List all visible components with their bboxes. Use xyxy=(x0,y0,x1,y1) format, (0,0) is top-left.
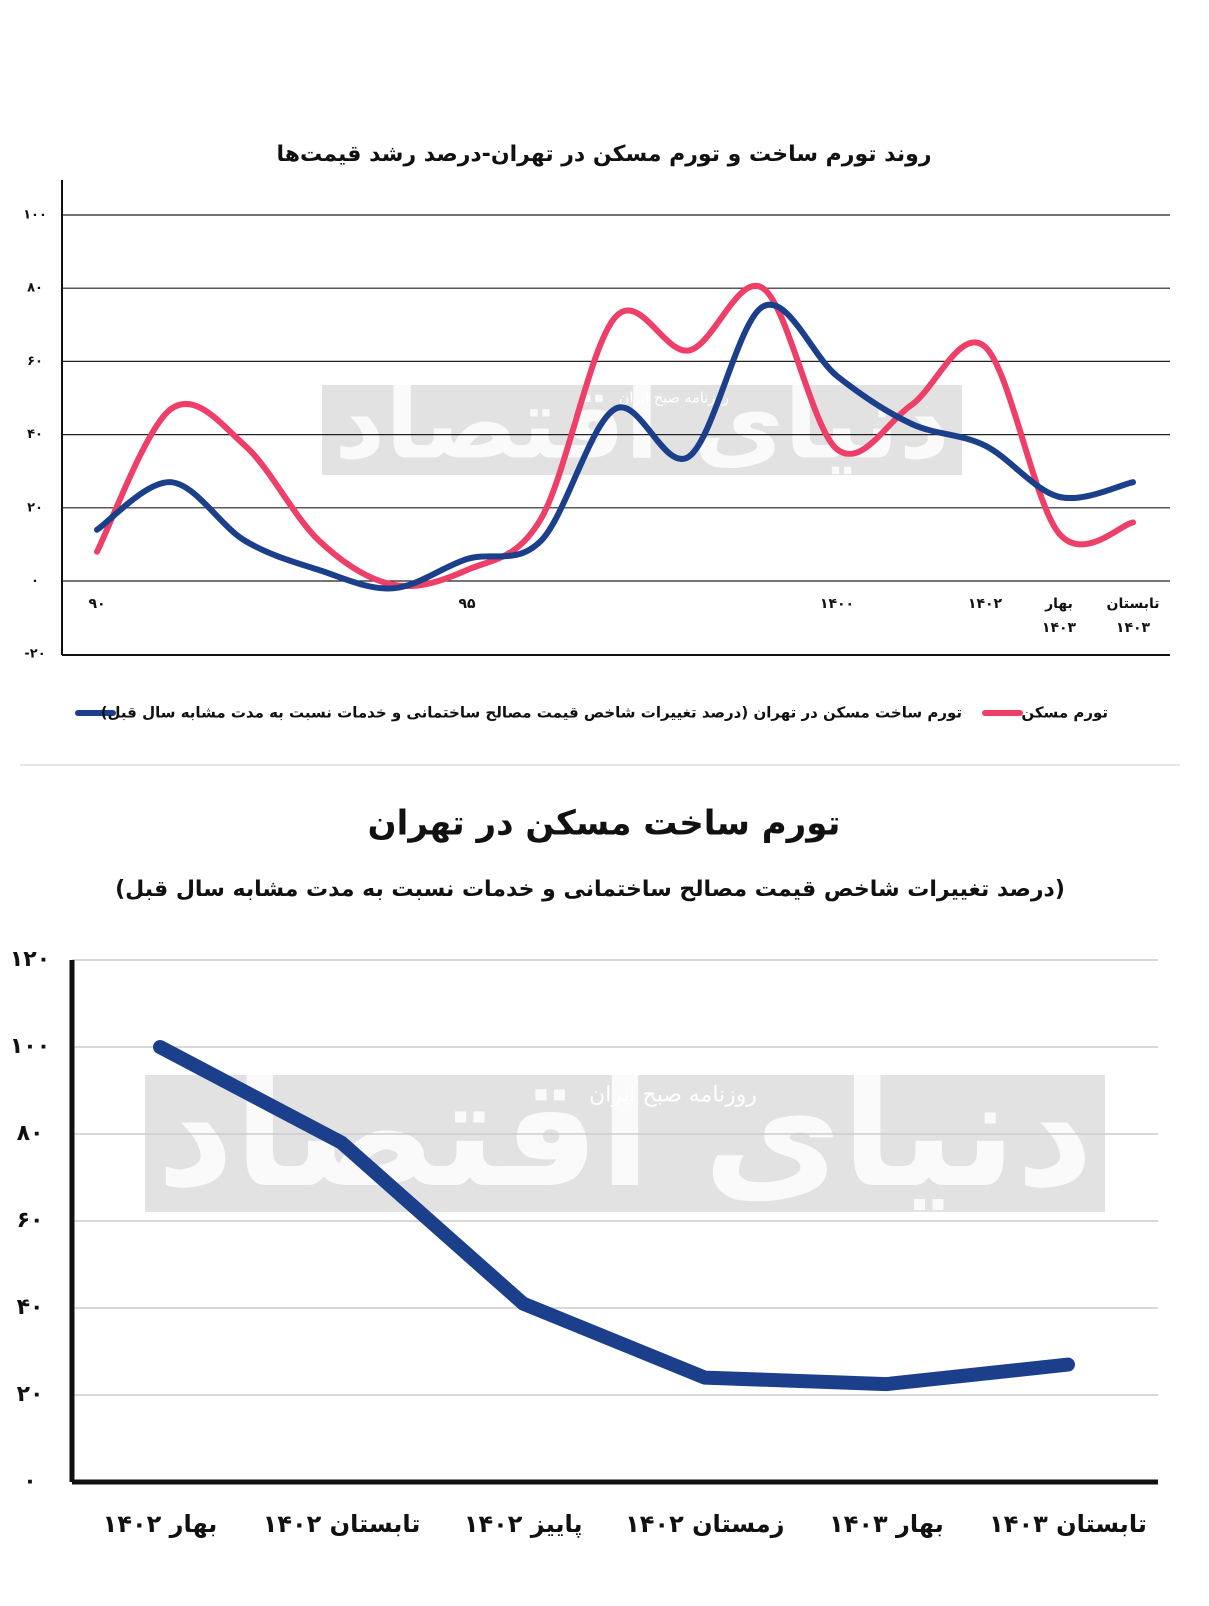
x-tick-label: تابستان ۱۴۰۳ xyxy=(1107,596,1160,636)
legend-label: تورم مسکن xyxy=(1021,704,1108,722)
y-tick-label: -۲۰ xyxy=(24,647,45,662)
y-tick-label: ۱۰۰ xyxy=(10,1034,50,1059)
y-tick-label: ۱۲۰ xyxy=(10,947,50,972)
y-tick-label: ۶۰ xyxy=(17,1208,44,1233)
series-line xyxy=(94,301,1136,592)
series-line xyxy=(94,282,1136,590)
y-tick-label: ۰ xyxy=(31,574,39,589)
y-tick-label: ۰ xyxy=(23,1469,36,1494)
y-tick-label: ۶۰ xyxy=(27,354,43,369)
watermark-band xyxy=(322,385,962,475)
watermark-tagline: روزنامه صبح ایران xyxy=(589,1083,757,1108)
x-tick-label: تابستان ۱۴۰۳ xyxy=(989,1510,1147,1538)
watermark-logo: دنیای اقتصاد xyxy=(157,1045,1094,1221)
x-tick-label: بهار ۱۴۰۲ xyxy=(103,1510,218,1538)
y-tick-label: ۴۰ xyxy=(17,1295,44,1320)
x-tick-label: بهار ۱۴۰۳ xyxy=(829,1510,944,1538)
y-tick-label: ۸۰ xyxy=(17,1121,44,1146)
x-tick-label: بهار ۱۴۰۳ xyxy=(1042,596,1077,636)
y-tick-label: ۲۰ xyxy=(27,500,43,515)
y-tick-label: ۴۰ xyxy=(27,427,43,442)
chart-subtitle: (درصد تغییرات شاخص قیمت مصالح ساختمانی و… xyxy=(115,877,1065,902)
x-tick-label: زمستان ۱۴۰۲ xyxy=(625,1510,784,1538)
series-line xyxy=(153,1040,1075,1392)
x-tick-label: پاییز ۱۴۰۲ xyxy=(464,1510,583,1538)
y-tick-label: ۸۰ xyxy=(27,281,43,296)
chart-title: روند تورم ساخت و تورم مسکن در تهران-درصد… xyxy=(277,142,932,167)
y-tick-label: ۱۰۰ xyxy=(23,208,47,223)
chart-title: تورم ساخت مسکن در تهران xyxy=(368,804,841,844)
x-tick-label: ۹۵ xyxy=(458,596,476,612)
x-tick-label: ۱۴۰۰ xyxy=(820,596,854,612)
x-tick-label: تابستان ۱۴۰۲ xyxy=(263,1510,421,1538)
watermark-band xyxy=(145,1075,1105,1212)
watermark-tagline: روزنامه صبح ایران xyxy=(619,391,729,407)
x-tick-label: ۱۴۰۲ xyxy=(968,596,1003,612)
x-tick-label: ۹۰ xyxy=(88,596,105,612)
legend-label: تورم ساخت مسکن در تهران (درصد تغییرات شا… xyxy=(101,704,962,722)
y-tick-label: ۲۰ xyxy=(17,1382,44,1407)
